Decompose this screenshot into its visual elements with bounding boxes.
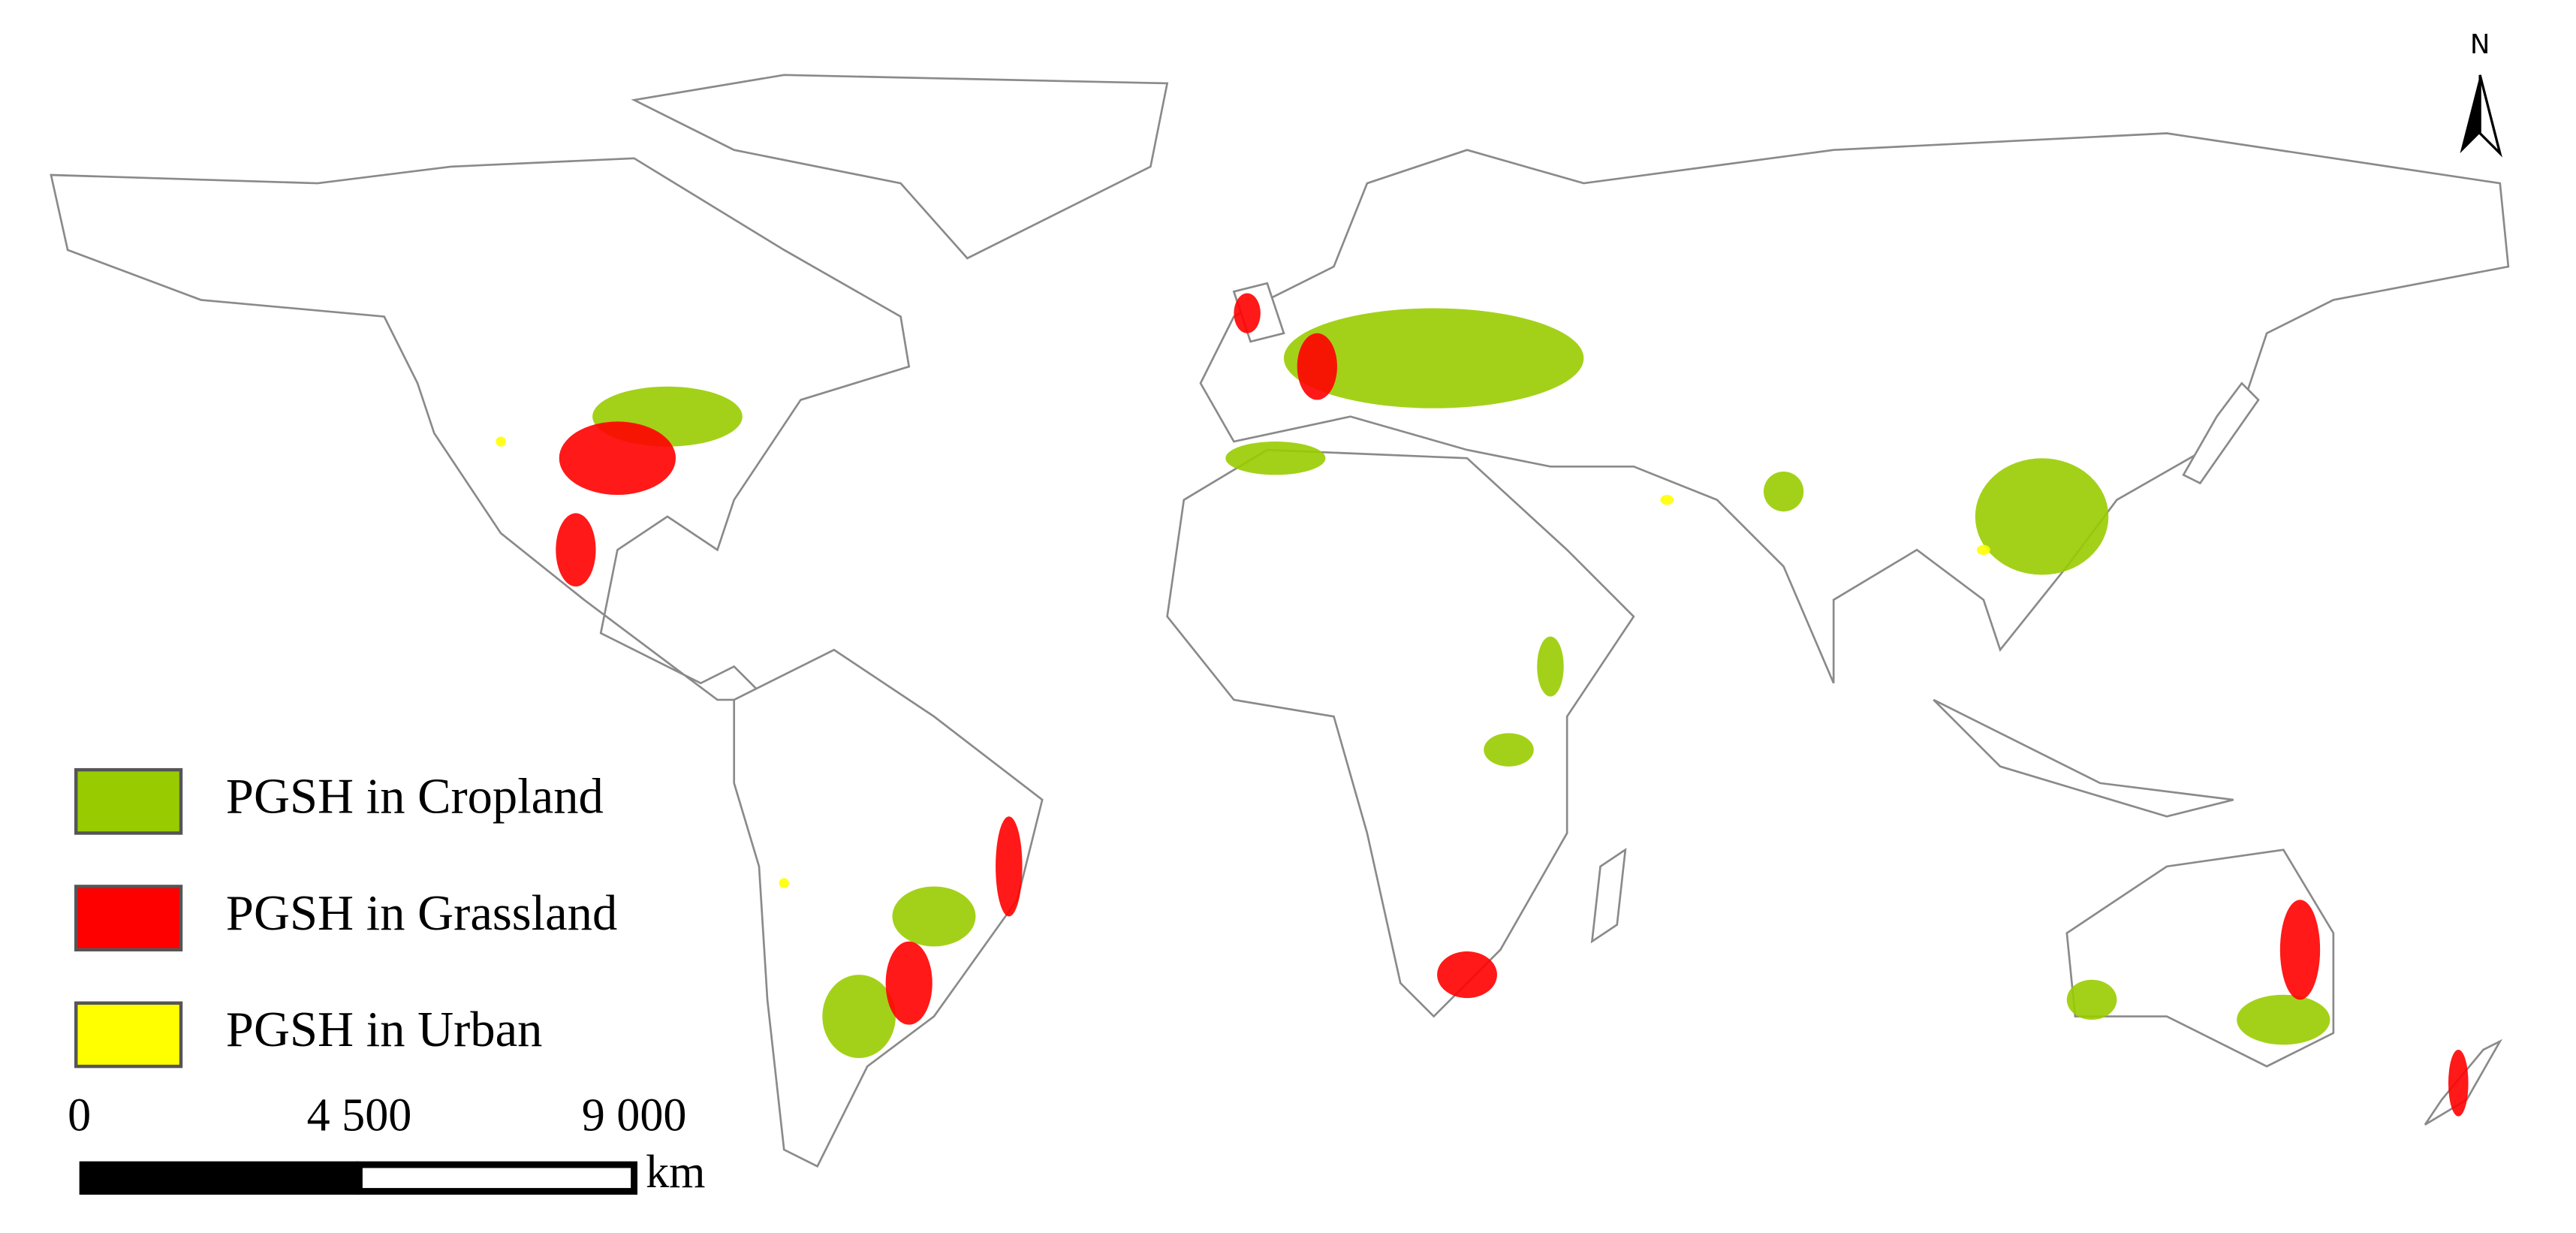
north-label: N — [2470, 29, 2490, 60]
land-use-patch — [1437, 951, 1497, 999]
land-use-patch — [2066, 979, 2117, 1020]
land-use-patch — [2448, 1049, 2469, 1117]
scale-label: 9 000 — [582, 1090, 687, 1141]
land-use-patch — [1283, 308, 1584, 408]
land-use-patch — [892, 886, 976, 947]
scale-label: 4 500 — [307, 1090, 412, 1141]
land-use-patch — [1484, 733, 1534, 767]
land-use-patch — [496, 436, 506, 447]
north-arrow: N — [2460, 29, 2502, 158]
legend-swatch — [74, 767, 183, 835]
land-use-patch — [1660, 495, 1674, 505]
land-use-patch — [1225, 442, 1326, 475]
legend-swatch — [74, 885, 183, 952]
land-use-patch — [779, 878, 789, 888]
land-use-patch — [1537, 636, 1564, 697]
land-use-patch — [996, 816, 1023, 917]
legend-label: PGSH in Cropland — [226, 770, 604, 825]
land-use-patch — [559, 421, 676, 496]
scale-unit: km — [646, 1147, 705, 1198]
land-use-patch — [1234, 293, 1261, 333]
south-america — [733, 648, 1044, 1168]
land-use-patch — [556, 513, 596, 587]
japan — [2182, 381, 2260, 485]
madagascar — [1590, 847, 1627, 944]
scale-label: 0 — [68, 1090, 91, 1141]
land-use-patch — [1975, 458, 2109, 575]
scale-bar-white — [356, 1161, 638, 1195]
legend: PGSH in Cropland PGSH in Grassland PGSH … — [74, 767, 617, 1069]
land-use-patch — [2279, 900, 2321, 1000]
land-use-patch — [1764, 471, 1804, 512]
land-use-patch — [2237, 994, 2330, 1045]
land-use-patch — [1297, 333, 1337, 400]
greenland — [631, 74, 1169, 260]
north-america — [50, 157, 911, 701]
land-use-patch — [885, 941, 932, 1025]
legend-label: PGSH in Grassland — [226, 886, 617, 941]
patches — [496, 293, 2469, 1117]
land-use-patch — [1977, 544, 1990, 555]
scale-bar: 0 4 500 9 000 km — [68, 1090, 705, 1197]
north-arrow-right — [2478, 74, 2502, 158]
land-use-patch — [822, 975, 896, 1059]
legend-swatch — [74, 1001, 183, 1069]
africa — [1166, 448, 1635, 1018]
scale-bar-black — [79, 1161, 360, 1195]
legend-label: PGSH in Urban — [226, 1002, 542, 1057]
indonesia — [1933, 698, 2234, 818]
north-arrow-left — [2460, 74, 2481, 154]
